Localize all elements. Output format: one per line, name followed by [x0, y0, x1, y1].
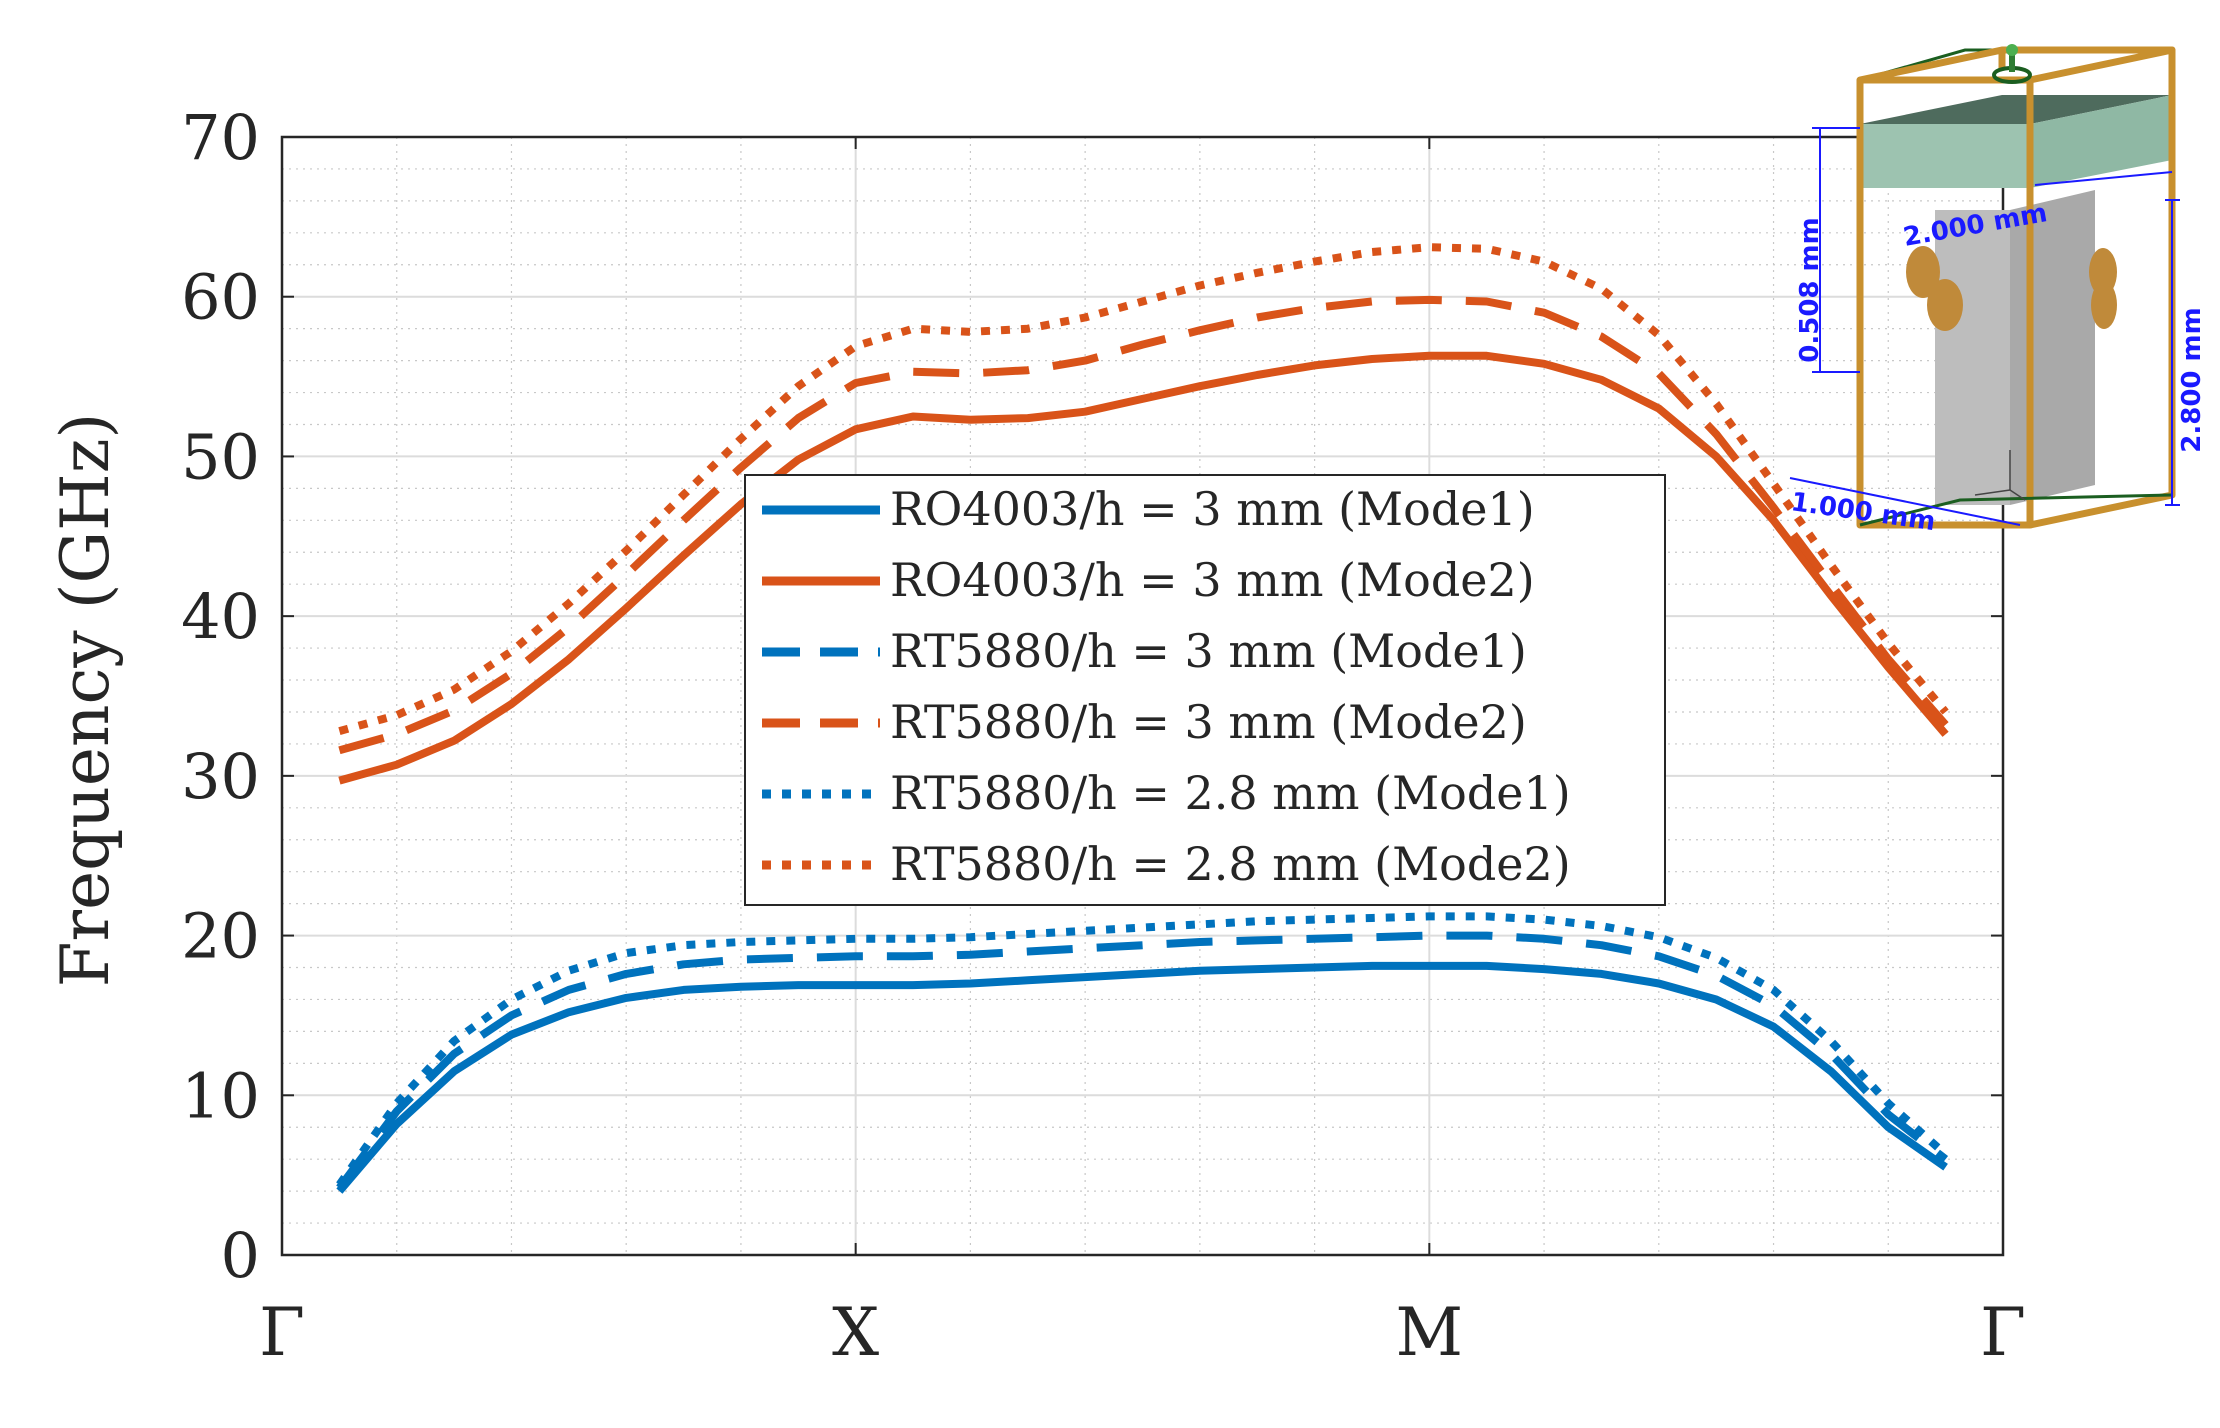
series-line-6	[338, 243, 1949, 735]
series-line-3	[336, 931, 1949, 1191]
port-disc-left-2	[1927, 279, 1963, 331]
y-tick-label: 50	[181, 420, 260, 493]
y-tick-label: 40	[181, 580, 260, 653]
port-disc-right-2	[2091, 281, 2117, 329]
x-tick-label: Γ	[1980, 1294, 2026, 1371]
legend-label-6: RT5880/h = 2.8 mm (Mode2)	[890, 837, 1571, 891]
series-line-2	[338, 351, 1949, 785]
dim-label-height: 2.800 mm	[2177, 307, 2207, 452]
legend-label-1: RO4003/h = 3 mm (Mode1)	[890, 482, 1535, 536]
substrate-front	[1860, 124, 2030, 188]
inset-frame-bottom	[1859, 493, 2173, 527]
y-tick-label: 10	[181, 1059, 260, 1132]
y-tick-label: 20	[181, 900, 260, 973]
plot-area-border	[280, 135, 2005, 1257]
legend-label-4: RT5880/h = 3 mm (Mode2)	[890, 695, 1527, 749]
series-line-1	[336, 961, 1948, 1194]
legend-box	[744, 474, 1666, 906]
legend-label-3: RT5880/h = 3 mm (Mode1)	[890, 624, 1527, 678]
y-tick-label: 30	[181, 740, 260, 813]
series-layer	[336, 243, 1949, 1194]
y-tick-label: 60	[181, 261, 260, 334]
dim-label-thickness: 0.508 mm	[1795, 217, 1825, 362]
y-tick-label: 70	[181, 101, 260, 174]
legend-items: RO4003/h = 3 mm (Mode1) RO4003/h = 3 mm (…	[762, 482, 1571, 891]
unit-cell-inset: 0.508 mm 2.000 mm 2.800 mm 1.000 mm	[1789, 44, 2207, 537]
x-tick-label: M	[1396, 1294, 1464, 1371]
axis-triad-icon	[1974, 450, 2026, 501]
legend-label-2: RO4003/h = 3 mm (Mode2)	[890, 553, 1535, 607]
legend-label-5: RT5880/h = 2.8 mm (Mode1)	[890, 766, 1571, 820]
dimension-lines	[1789, 127, 2180, 526]
y-ticks: 0 10 20 30 40 50 60 70	[181, 101, 2003, 1292]
port-marker-icon	[1992, 44, 2032, 84]
y-axis-label: Frequency (GHz)	[47, 413, 124, 988]
series-line-5	[336, 912, 1949, 1188]
legend: RO4003/h = 3 mm (Mode1) RO4003/h = 3 mm (…	[744, 474, 1666, 906]
series-line-4	[338, 295, 1949, 755]
port-disc-left	[1906, 246, 1940, 298]
substrate-side	[2030, 95, 2172, 188]
x-tick-label: X	[832, 1294, 879, 1371]
y-tick-label: 0	[221, 1219, 260, 1292]
minor-grid	[282, 137, 2003, 1255]
substrate-top	[1860, 95, 2172, 124]
x-tick-label: Γ	[259, 1294, 305, 1371]
pillar-side	[2010, 190, 2095, 505]
pillar-front	[1935, 210, 2010, 505]
